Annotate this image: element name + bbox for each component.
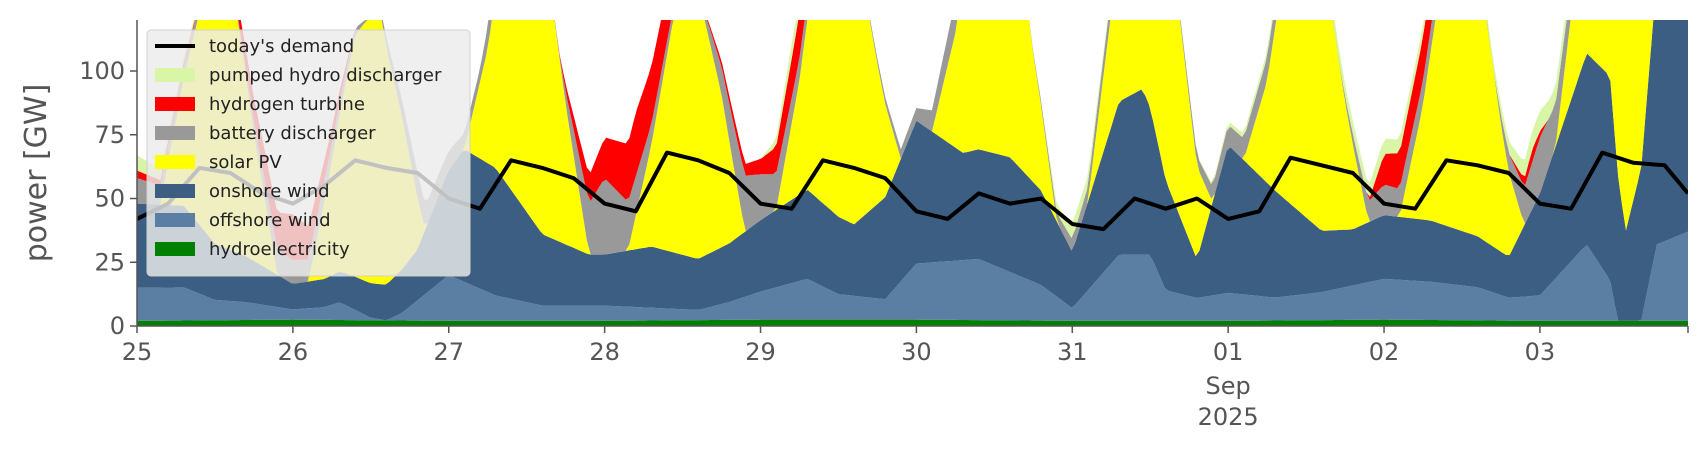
legend-label-demand: today's demand	[209, 36, 354, 57]
area-onshore	[137, 20, 1688, 321]
area-offshore	[137, 231, 1688, 321]
legend-swatch-pumped	[155, 68, 195, 82]
legend-swatch-battery	[155, 126, 195, 140]
y-tick-label: 100	[79, 57, 125, 85]
legend: today's demand pumped hydro discharger hyd…	[146, 29, 471, 277]
legend-swatch-hydro	[155, 242, 195, 256]
y-tick-label: 75	[94, 121, 125, 149]
x-tick-sublabel: Sep	[1206, 372, 1251, 400]
legend-label-pumped: pumped hydro discharger	[209, 65, 442, 86]
legend-swatch-hydrogen	[155, 97, 195, 111]
area-solar	[137, 20, 1654, 285]
legend-label-solar: solar PV	[209, 152, 282, 173]
x-tick-label: 26	[278, 338, 309, 366]
legend-label-onshore: onshore wind	[209, 181, 330, 202]
y-axis-label: power [GW]	[19, 84, 54, 263]
legend-swatch-offshore	[155, 213, 195, 227]
x-tick-label: 01	[1213, 338, 1244, 366]
x-tick-label: 30	[901, 338, 932, 366]
y-tick-label: 0	[110, 312, 125, 340]
x-tick-sublabel: 2025	[1198, 403, 1259, 431]
x-tick-label: 03	[1525, 338, 1556, 366]
x-tick-label: 02	[1369, 338, 1400, 366]
x-tick-label: 27	[433, 338, 464, 366]
y-tick-label: 25	[94, 248, 125, 276]
legend-label-hydro: hydroelectricity	[209, 239, 350, 260]
legend-swatch-solar	[155, 155, 195, 169]
x-tick-label: 25	[122, 338, 153, 366]
x-tick-label: 31	[1057, 338, 1088, 366]
area-hydro	[137, 319, 1688, 326]
x-tick-label: 29	[745, 338, 776, 366]
legend-label-offshore: offshore wind	[209, 210, 331, 231]
legend-swatch-onshore	[155, 184, 195, 198]
legend-box	[146, 29, 471, 277]
legend-label-hydrogen: hydrogen turbine	[209, 94, 365, 115]
y-tick-label: 50	[94, 185, 125, 213]
legend-label-battery: battery discharger	[209, 123, 376, 144]
x-tick-label: 28	[589, 338, 620, 366]
